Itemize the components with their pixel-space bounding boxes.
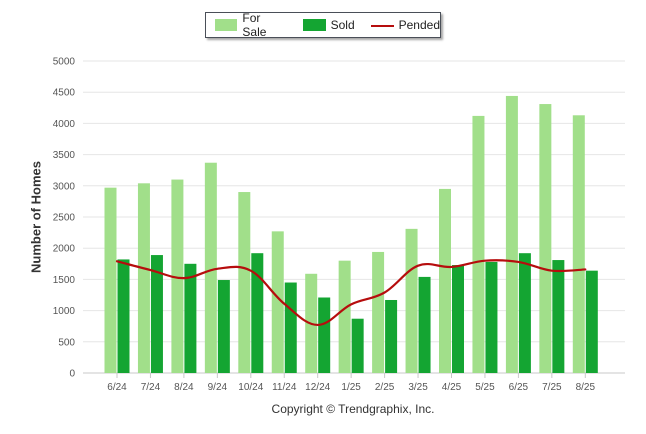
y-tick-label: 2500 [53,213,76,224]
x-tick-label: 8/24 [174,382,194,393]
y-tick-label: 2000 [53,244,76,255]
y-tick-label: 3000 [53,181,76,192]
bar-for-sale [405,228,418,373]
x-tick-label: 12/24 [305,382,330,393]
x-tick-label: 7/25 [542,382,562,393]
bar-for-sale [472,115,485,374]
legend-swatch-sold [302,19,326,31]
bar-for-sale [505,95,518,373]
y-tick-label: 500 [58,337,75,348]
bar-sold [284,282,297,373]
pended-line [115,259,587,327]
bar-sold [150,255,163,373]
y-tick-label: 3500 [53,150,76,161]
bar-for-sale [271,231,284,373]
y-tick-label: 0 [69,369,75,380]
axis-ticks: 0 500 1000 1500 2000 2500 3000 3500 4000 4500 5000… [53,57,596,394]
bar-sold [552,260,565,373]
bar-sold [518,253,531,373]
legend-label-for-sale: For Sale [242,11,267,39]
x-tick-label: 4/25 [442,382,462,393]
legend-label-pended: Pended [398,18,440,32]
bar-sold [452,265,464,373]
bar-for-sale [137,183,150,373]
x-tick-label: 8/25 [576,382,596,393]
bar-for-sale [372,251,385,373]
bar-for-sale [572,115,585,374]
bar-for-sale [539,104,552,373]
y-tick-label: 1500 [53,275,76,286]
chart-legend: For Sale Sold Pended [205,11,441,39]
bar-sold [385,299,398,373]
bar-sold [318,297,331,373]
x-tick-label: 2/25 [375,382,395,393]
x-tick-label: 1/25 [341,382,361,393]
y-tick-label: 5000 [53,57,76,68]
bar-for-sale [338,260,351,373]
x-tick-label: 9/24 [208,382,228,393]
legend-item-pended[interactable]: Pended [370,18,440,32]
x-tick-label: 5/25 [475,382,495,393]
x-tick-label: 3/25 [408,382,428,393]
bar-for-sale [104,187,117,373]
bar-sold [117,259,130,373]
y-axis-label: Number of Homes [28,161,44,273]
x-tick-label: 6/24 [107,382,127,393]
bar-for-sale [238,192,251,373]
x-tick-label: 11/24 [272,382,297,393]
pended-line-path [115,259,587,327]
bar-for-sale [439,188,451,373]
bar-sold [585,270,598,373]
legend-item-sold[interactable]: Sold [302,18,355,32]
bars [104,95,598,374]
bar-for-sale [204,162,217,373]
legend-label-sold: Sold [330,18,355,32]
bar-sold [485,261,498,373]
y-tick-label: 1000 [53,306,76,317]
x-tick-label: 7/24 [141,382,161,393]
bar-sold [184,263,197,373]
bar-sold [418,276,431,373]
x-tick-label: 6/25 [509,382,529,393]
bar-for-sale [171,179,184,373]
y-tick-label: 4000 [53,119,76,130]
y-tick-label: 4500 [53,88,76,99]
x-tick-label: 10/24 [238,382,263,393]
bar-sold [351,318,364,373]
legend-swatch-pended [370,24,394,27]
copyright-credit: Copyright © Trendgraphix, Inc. [271,402,435,416]
bar-sold [217,280,230,373]
bar-sold [251,253,264,373]
legend-item-for-sale[interactable]: For Sale [215,11,287,39]
legend-swatch-for-sale [215,19,238,31]
